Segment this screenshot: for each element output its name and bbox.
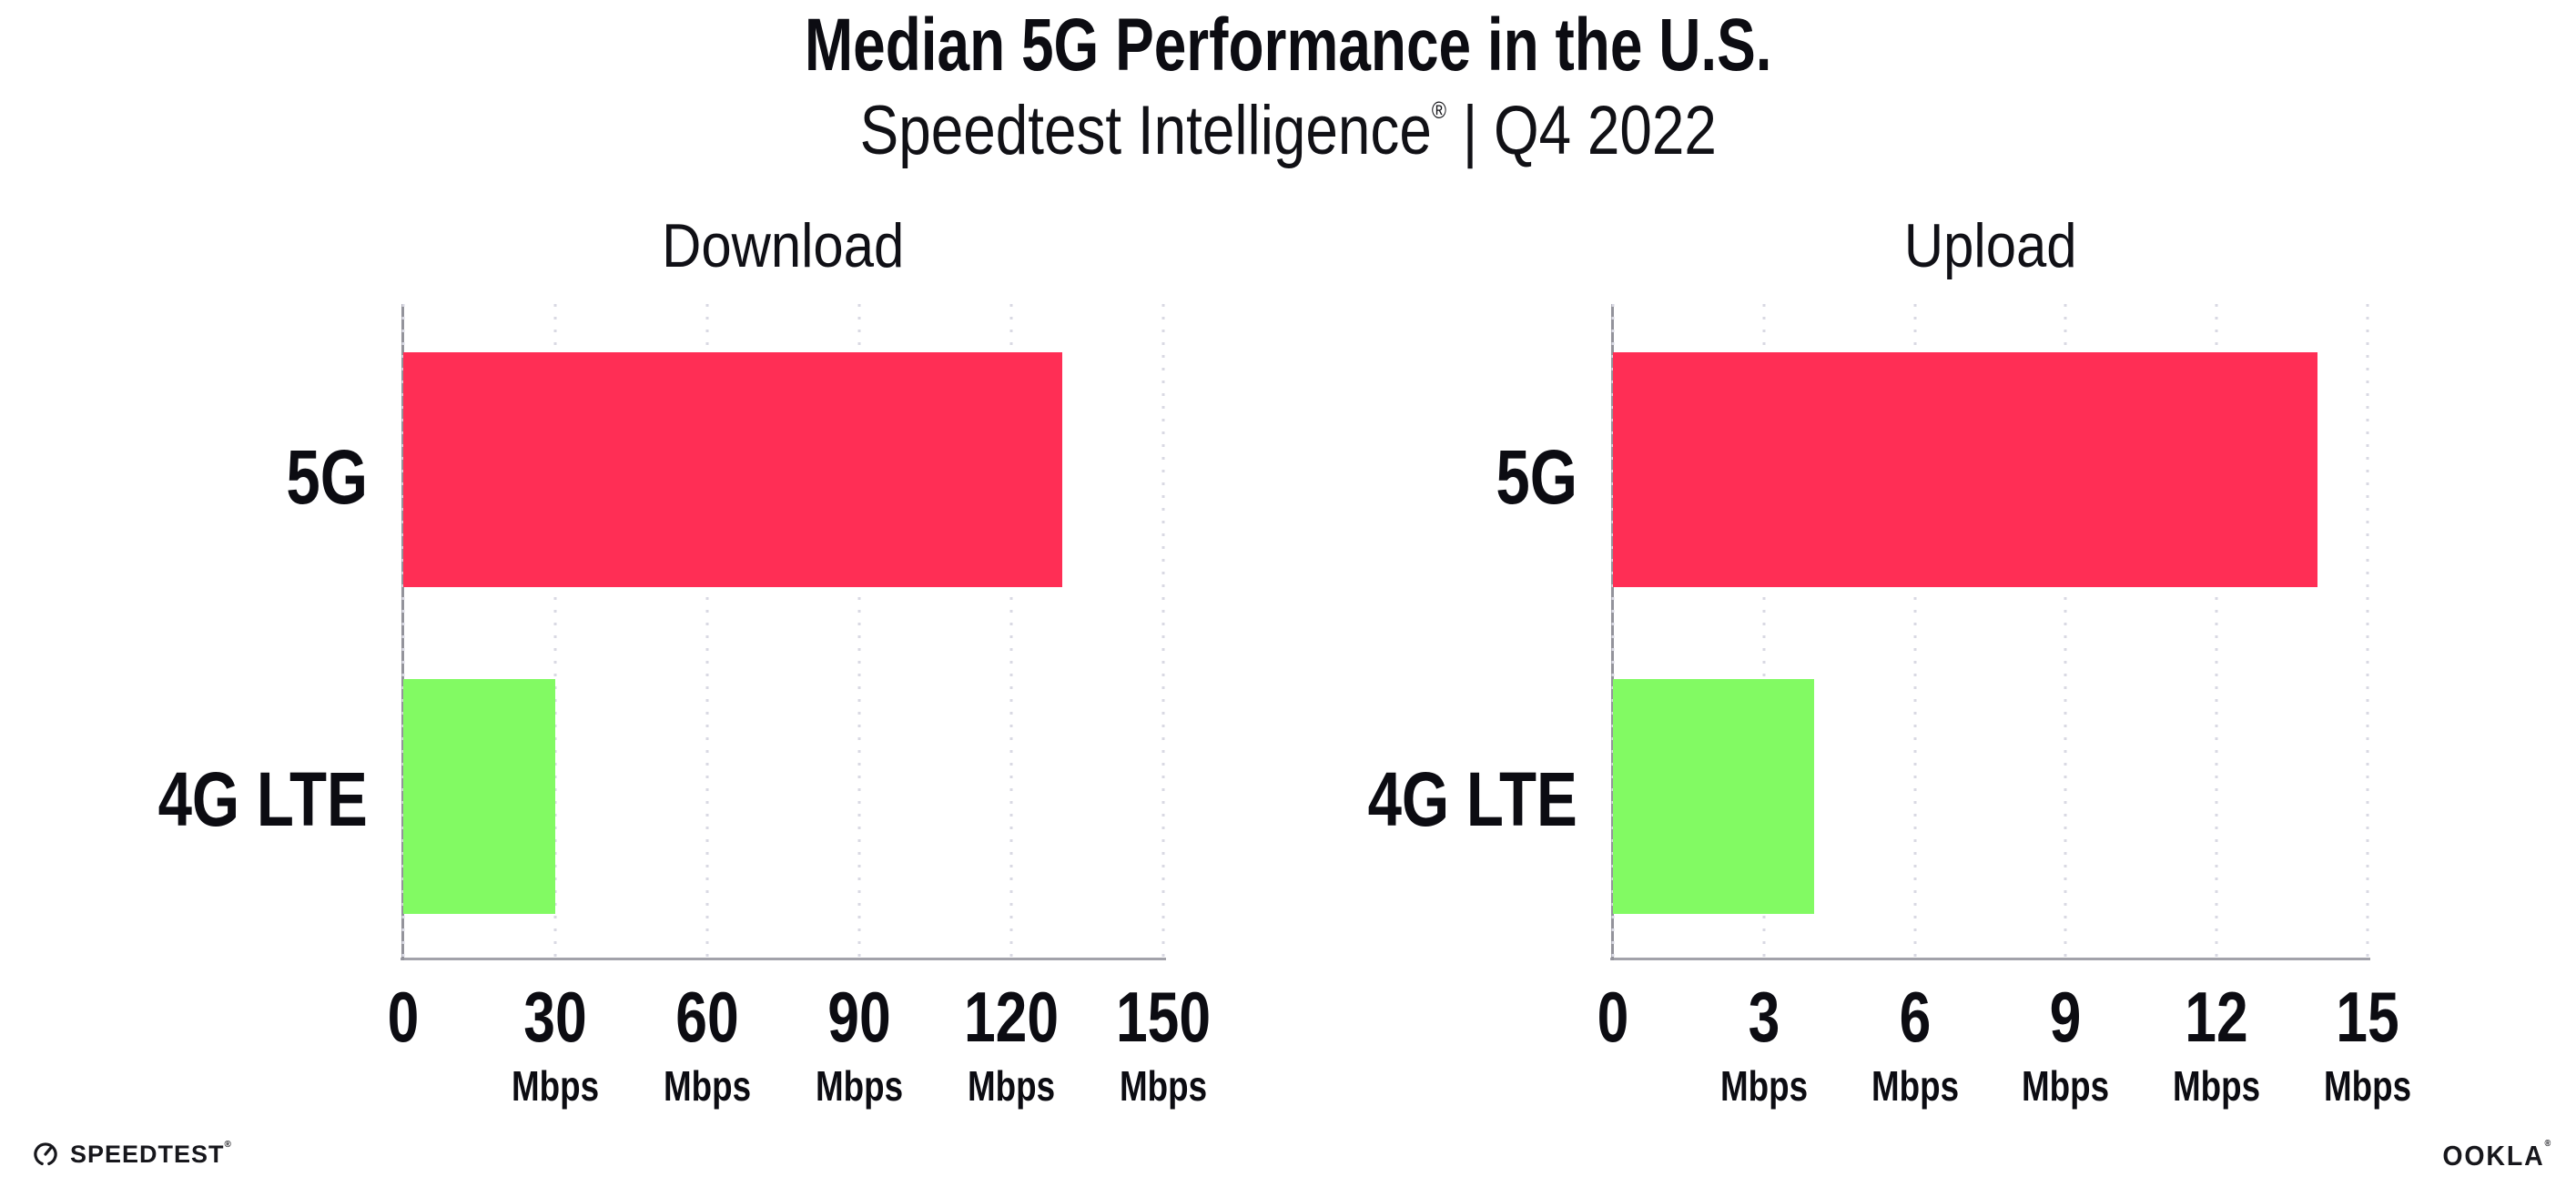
gridline-6 [1913,304,1917,960]
gridline-90 [857,304,861,960]
x-tick-value: 90 [827,977,891,1057]
chart-title-upload: Upload [1613,215,2368,277]
registered-mark-icon: ® [224,1139,232,1150]
x-tick-30: 30 Mbps [501,981,610,1107]
x-tick-value: 60 [675,977,739,1057]
bar-4g-lte-download [403,679,555,914]
x-tick-unit: Mbps [1871,1062,1959,1110]
bar-5g-upload [1613,352,2317,587]
x-tick-value: 30 [523,977,587,1057]
x-axis-line [1610,958,2370,960]
x-tick-150: 150 Mbps [1104,981,1222,1107]
category-label-4g-lte: 4G LTE [157,756,368,842]
x-tick-120: 120 Mbps [952,981,1070,1107]
page-title: Median 5G Performance in the U.S. [0,5,2576,86]
x-tick-0: 0 [383,981,422,1052]
gridline-30 [553,304,557,960]
chart-title-upload-text: Upload [1903,211,2077,280]
x-tick-unit: Mbps [1119,1062,1208,1110]
x-tick-value: 9 [2050,977,2082,1057]
bar-5g-download [403,352,1062,587]
category-label-5g: 5G [1496,434,1577,520]
x-tick-60: 60 Mbps [653,981,762,1107]
gridline-0 [1611,304,1615,960]
x-tick-value: 0 [387,977,420,1057]
gridline-3 [1762,304,1766,960]
x-tick-value: 6 [1899,977,1931,1057]
x-tick-0: 0 [1593,981,1632,1052]
page-subtitle-text: Speedtest Intelligence® | Q4 2022 [859,93,1716,169]
x-tick-unit: Mbps [2323,1062,2412,1110]
ookla-logo: OOKLA® [2433,1139,2551,1172]
bar-4g-lte-upload [1613,679,1815,914]
x-tick-unit: Mbps [2022,1062,2110,1110]
gridline-9 [2064,304,2067,960]
gridline-60 [705,304,709,960]
x-tick-unit: Mbps [1719,1062,1808,1110]
speedtest-gauge-icon [34,1142,57,1166]
gridline-15 [2366,304,2369,960]
x-tick-value: 12 [2185,977,2248,1057]
subtitle-period: | Q4 2022 [1445,92,1717,169]
speedtest-wordmark: SPEEDTEST® [70,1139,232,1168]
x-tick-value: 120 [963,977,1060,1057]
subtitle-product: Speedtest Intelligence [859,92,1432,169]
x-tick-90: 90 Mbps [805,981,914,1107]
speedtest-logo: SPEEDTEST® [33,1139,232,1168]
x-axis-line [401,958,1166,960]
x-tick-12: 12 Mbps [2162,981,2271,1107]
chart-title-download-text: Download [662,211,905,280]
page-subtitle: Speedtest Intelligence® | Q4 2022 [0,93,2576,169]
x-tick-value: 150 [1115,977,1212,1057]
gridline-120 [1009,304,1013,960]
x-tick-6: 6 Mbps [1861,981,1970,1107]
x-tick-unit: Mbps [2173,1062,2261,1110]
x-tick-15: 15 Mbps [2313,981,2422,1107]
x-tick-value: 0 [1597,977,1629,1057]
page-title-text: Median 5G Performance in the U.S. [804,4,1772,86]
x-tick-unit: Mbps [815,1062,904,1110]
x-tick-3: 3 Mbps [1709,981,1819,1107]
x-tick-unit: Mbps [967,1062,1056,1110]
x-tick-unit: Mbps [511,1062,600,1110]
x-tick-9: 9 Mbps [2011,981,2120,1107]
category-label-5g: 5G [286,434,368,520]
gridline-12 [2215,304,2218,960]
speedtest-wordmark-text: SPEEDTEST [70,1140,225,1168]
registered-mark-icon: ® [1431,96,1446,124]
chart-upload: Upload 5G 4G LTE 0 3 Mbps 6 Mbps 9 Mbps 12 Mbps 1… [1368,215,2411,1107]
ookla-wordmark-text: OOKLA [2442,1140,2545,1172]
x-tick-value: 3 [1748,977,1780,1057]
ookla-wordmark: OOKLA® [2442,1139,2551,1172]
chart-title-download: Download [403,215,1163,277]
x-tick-unit: Mbps [663,1062,752,1110]
gridline-0 [401,304,405,960]
category-label-4g-lte: 4G LTE [1367,756,1577,842]
registered-mark-icon: ® [2544,1139,2551,1149]
gridline-150 [1161,304,1165,960]
x-tick-value: 15 [2336,977,2399,1057]
chart-download: Download 5G 4G LTE 0 30 Mbps 60 Mbps 90 Mbps 12… [158,215,1211,1107]
